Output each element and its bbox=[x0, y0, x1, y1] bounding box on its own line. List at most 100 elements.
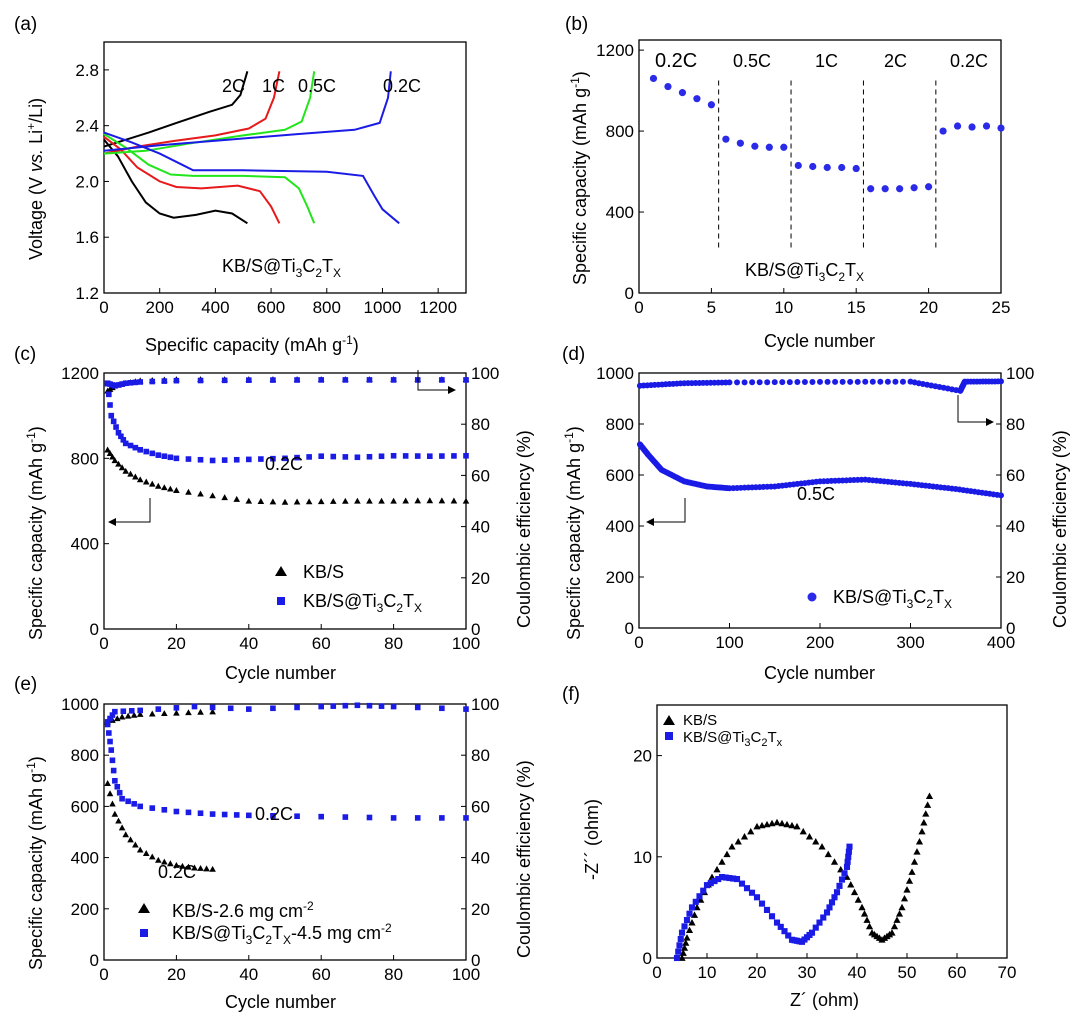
axes-e: 0 20 40 60 80 1000200400600800100002040608010… bbox=[61, 695, 499, 984]
capacity-point bbox=[127, 442, 134, 449]
impedance-point bbox=[678, 954, 686, 961]
capacity-point bbox=[366, 453, 373, 460]
capacity-point bbox=[142, 478, 150, 485]
impedance-point bbox=[723, 850, 731, 858]
capacity-point bbox=[294, 813, 300, 820]
y2-tick-label: 60 bbox=[1006, 466, 1025, 485]
axis-arrowhead bbox=[646, 518, 654, 526]
impedance-point bbox=[843, 863, 851, 870]
impedance-point bbox=[830, 858, 839, 865]
efficiency-point bbox=[197, 377, 204, 384]
y-tick-label: 0 bbox=[90, 951, 99, 970]
impedance-point bbox=[910, 858, 919, 865]
capacity-point bbox=[161, 484, 168, 491]
data-point bbox=[765, 143, 773, 151]
axis-arrow bbox=[957, 395, 990, 423]
panel-b: 0 5 10 15 20 25 0 400 800 1200 0.2C 0.5C 1C 2C 0.… bbox=[568, 39, 1010, 351]
capacity-point bbox=[149, 450, 156, 457]
data-point bbox=[649, 74, 658, 83]
capacity-point bbox=[366, 497, 373, 504]
impedance-point bbox=[673, 954, 681, 962]
capacity-point bbox=[155, 856, 162, 863]
impedance-point bbox=[863, 916, 871, 923]
capacity-point bbox=[269, 498, 277, 505]
capacity-point bbox=[438, 497, 446, 504]
capacity-point bbox=[390, 815, 397, 821]
impedance-point bbox=[844, 858, 851, 865]
efficiency-point bbox=[899, 378, 906, 385]
impedance-point bbox=[905, 877, 914, 884]
capacity-point bbox=[318, 813, 325, 820]
capacity-point bbox=[104, 721, 111, 728]
curve-charge-0 bbox=[103, 71, 249, 148]
legend-label-mxene-d: KB/S@Ti3C2TX bbox=[833, 587, 952, 611]
x-tick-label: 0 bbox=[634, 298, 643, 317]
impedance-point bbox=[711, 878, 718, 885]
impedance-point bbox=[763, 820, 771, 828]
capacity-point bbox=[197, 456, 204, 463]
impedance-point bbox=[715, 876, 722, 883]
capacity-point bbox=[118, 824, 126, 831]
panel-label-c: (c) bbox=[14, 344, 36, 365]
x-tick-label: 15 bbox=[847, 298, 866, 317]
efficiency-point bbox=[136, 710, 144, 717]
impedance-point bbox=[924, 801, 932, 808]
x-tick-label: 300 bbox=[896, 633, 924, 652]
capacity-point bbox=[233, 495, 241, 502]
capacity-point bbox=[167, 860, 174, 867]
y-tick-label: 0 bbox=[625, 619, 634, 638]
panel-label-b: (b) bbox=[565, 14, 588, 35]
impedance-point bbox=[845, 848, 852, 855]
y-tick-label: 600 bbox=[71, 797, 99, 816]
efficiency-point bbox=[191, 703, 198, 710]
efficiency-point bbox=[839, 378, 846, 385]
axis-arrowhead bbox=[448, 386, 456, 394]
impedance-point bbox=[890, 922, 899, 930]
x-tick-label: 50 bbox=[898, 963, 917, 982]
impedance-point bbox=[833, 889, 841, 896]
capacity-point bbox=[104, 380, 111, 387]
x-tick-label: 10 bbox=[774, 298, 793, 317]
capacity-point bbox=[104, 446, 111, 453]
capacity-point bbox=[173, 487, 180, 493]
y-tick-label: 2.8 bbox=[75, 61, 99, 80]
impedance-point bbox=[920, 819, 928, 826]
rate-label-b2: 0.5C bbox=[733, 51, 771, 71]
efficiency-point bbox=[877, 378, 884, 385]
impedance-point bbox=[777, 923, 784, 930]
x-axis-label-d: Cycle number bbox=[764, 663, 875, 683]
impedance-point bbox=[865, 922, 874, 930]
capacity-point bbox=[197, 490, 204, 497]
y-tick-label: 200 bbox=[71, 900, 99, 919]
y-tick-label: 400 bbox=[606, 517, 634, 536]
capacity-point bbox=[414, 497, 422, 504]
x-axis-label-e: Cycle number bbox=[225, 992, 336, 1012]
impedance-point bbox=[747, 827, 755, 835]
efficiency-point bbox=[113, 715, 121, 722]
series-f bbox=[673, 792, 934, 962]
impedance-point bbox=[831, 894, 838, 901]
efficiency-point bbox=[786, 379, 793, 386]
legend-marker-mxene-d bbox=[807, 592, 817, 602]
x-tick-label: 20 bbox=[748, 963, 767, 982]
data-point bbox=[780, 143, 788, 151]
legend-label-kbs-f: KB/S bbox=[683, 712, 717, 729]
capacity-point bbox=[149, 805, 156, 811]
efficiency-point bbox=[741, 379, 748, 386]
impedance-point bbox=[783, 820, 791, 828]
capacity-point bbox=[115, 429, 122, 436]
x-tick-label: 60 bbox=[948, 963, 967, 982]
capacity-point bbox=[209, 811, 216, 817]
impedance-point bbox=[693, 903, 701, 911]
impedance-point bbox=[690, 911, 699, 918]
rate-label-02c: 0.2C bbox=[383, 76, 421, 96]
data-point bbox=[838, 163, 846, 172]
capacity-point bbox=[270, 812, 276, 819]
x-axis-label-a: Specific capacity (mAh g-1) bbox=[145, 333, 359, 355]
capacity-point bbox=[109, 757, 116, 764]
impedance-point bbox=[778, 819, 786, 827]
efficiency-point bbox=[832, 378, 839, 385]
legend-marker-kbs-c bbox=[275, 566, 287, 576]
capacity-point bbox=[148, 480, 156, 487]
